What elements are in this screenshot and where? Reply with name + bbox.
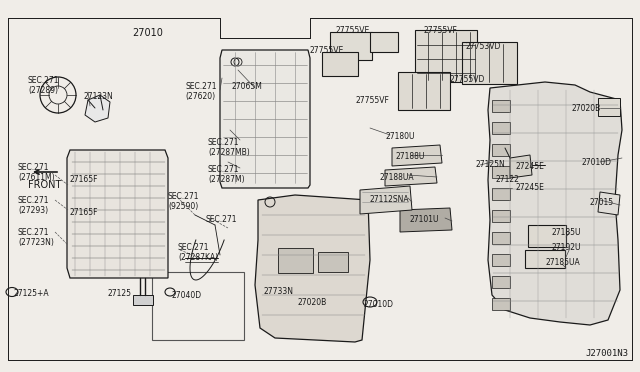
Bar	[492, 100, 510, 112]
Text: 27755VF: 27755VF	[424, 26, 458, 35]
Text: 27185UA: 27185UA	[545, 258, 580, 267]
Text: 27125N: 27125N	[476, 160, 506, 169]
Text: 27192U: 27192U	[552, 243, 582, 252]
Polygon shape	[392, 145, 442, 166]
Text: J27001N3: J27001N3	[585, 349, 628, 358]
Text: 27755VE: 27755VE	[335, 26, 369, 35]
Bar	[492, 188, 510, 200]
Polygon shape	[220, 50, 310, 188]
Text: 27188UA: 27188UA	[380, 173, 415, 182]
Text: 27123N: 27123N	[83, 92, 113, 101]
Text: 27122: 27122	[495, 175, 519, 184]
Text: SEC.271
(92590): SEC.271 (92590)	[168, 192, 200, 211]
Polygon shape	[67, 150, 168, 278]
Text: SEC.271
(27723N): SEC.271 (27723N)	[18, 228, 54, 247]
Bar	[492, 254, 510, 266]
Text: 27065M: 27065M	[231, 82, 262, 91]
Bar	[278, 248, 313, 273]
Text: 27125+A: 27125+A	[14, 289, 50, 298]
Text: 27165F: 27165F	[70, 175, 99, 184]
Polygon shape	[255, 195, 370, 342]
Bar	[492, 144, 510, 156]
Polygon shape	[133, 295, 153, 305]
Polygon shape	[510, 155, 532, 178]
Text: 27753VD: 27753VD	[465, 42, 500, 51]
Polygon shape	[400, 208, 452, 232]
Polygon shape	[360, 186, 412, 214]
Bar	[525, 250, 565, 268]
Text: SEC.271
(27611M): SEC.271 (27611M)	[18, 163, 54, 182]
Text: 27010D: 27010D	[581, 158, 611, 167]
Text: 27755VD: 27755VD	[450, 75, 485, 84]
Text: 27125: 27125	[108, 289, 132, 298]
Text: SEC.271
(27620): SEC.271 (27620)	[185, 82, 216, 101]
Polygon shape	[598, 192, 620, 215]
Text: 27188U: 27188U	[395, 152, 424, 161]
Bar	[462, 42, 517, 84]
Bar	[330, 32, 372, 60]
Text: 27755VE: 27755VE	[310, 46, 344, 55]
Text: 27010D: 27010D	[363, 300, 393, 309]
Bar	[528, 225, 566, 247]
Text: 27245E: 27245E	[516, 162, 545, 171]
Polygon shape	[488, 82, 622, 325]
Bar	[398, 72, 450, 110]
Text: SEC.271
(27287MB): SEC.271 (27287MB)	[208, 138, 250, 157]
Bar	[492, 122, 510, 134]
Text: 27185U: 27185U	[552, 228, 582, 237]
Bar	[322, 52, 358, 76]
Text: SEC.271
(27287M): SEC.271 (27287M)	[208, 165, 244, 184]
Bar	[370, 32, 398, 52]
Text: 27180U: 27180U	[386, 132, 415, 141]
Text: 27015: 27015	[589, 198, 613, 207]
Text: 27020B: 27020B	[572, 104, 601, 113]
Bar	[492, 276, 510, 288]
Text: 27245E: 27245E	[516, 183, 545, 192]
Text: 27165F: 27165F	[70, 208, 99, 217]
Text: 27101U: 27101U	[410, 215, 440, 224]
Bar	[415, 30, 477, 82]
Text: 27112SNA: 27112SNA	[370, 195, 410, 204]
Text: SEC.271
(27287KA): SEC.271 (27287KA)	[178, 243, 218, 262]
Text: SEC.271: SEC.271	[206, 215, 237, 224]
Bar	[492, 166, 510, 178]
Text: SEC.271
(27293): SEC.271 (27293)	[18, 196, 49, 215]
Bar	[492, 298, 510, 310]
Text: FRONT: FRONT	[28, 180, 61, 190]
Polygon shape	[385, 167, 437, 186]
Bar	[598, 98, 620, 116]
Bar	[318, 252, 348, 272]
Text: 27755VF: 27755VF	[355, 96, 389, 105]
Bar	[492, 210, 510, 222]
Bar	[152, 272, 244, 340]
Text: 27040D: 27040D	[172, 291, 202, 300]
Text: 27010: 27010	[132, 28, 163, 38]
Text: SEC.271
(27289): SEC.271 (27289)	[28, 76, 60, 95]
Bar	[492, 232, 510, 244]
Polygon shape	[85, 95, 110, 122]
Text: 27733N: 27733N	[264, 287, 294, 296]
Text: 27020B: 27020B	[298, 298, 327, 307]
